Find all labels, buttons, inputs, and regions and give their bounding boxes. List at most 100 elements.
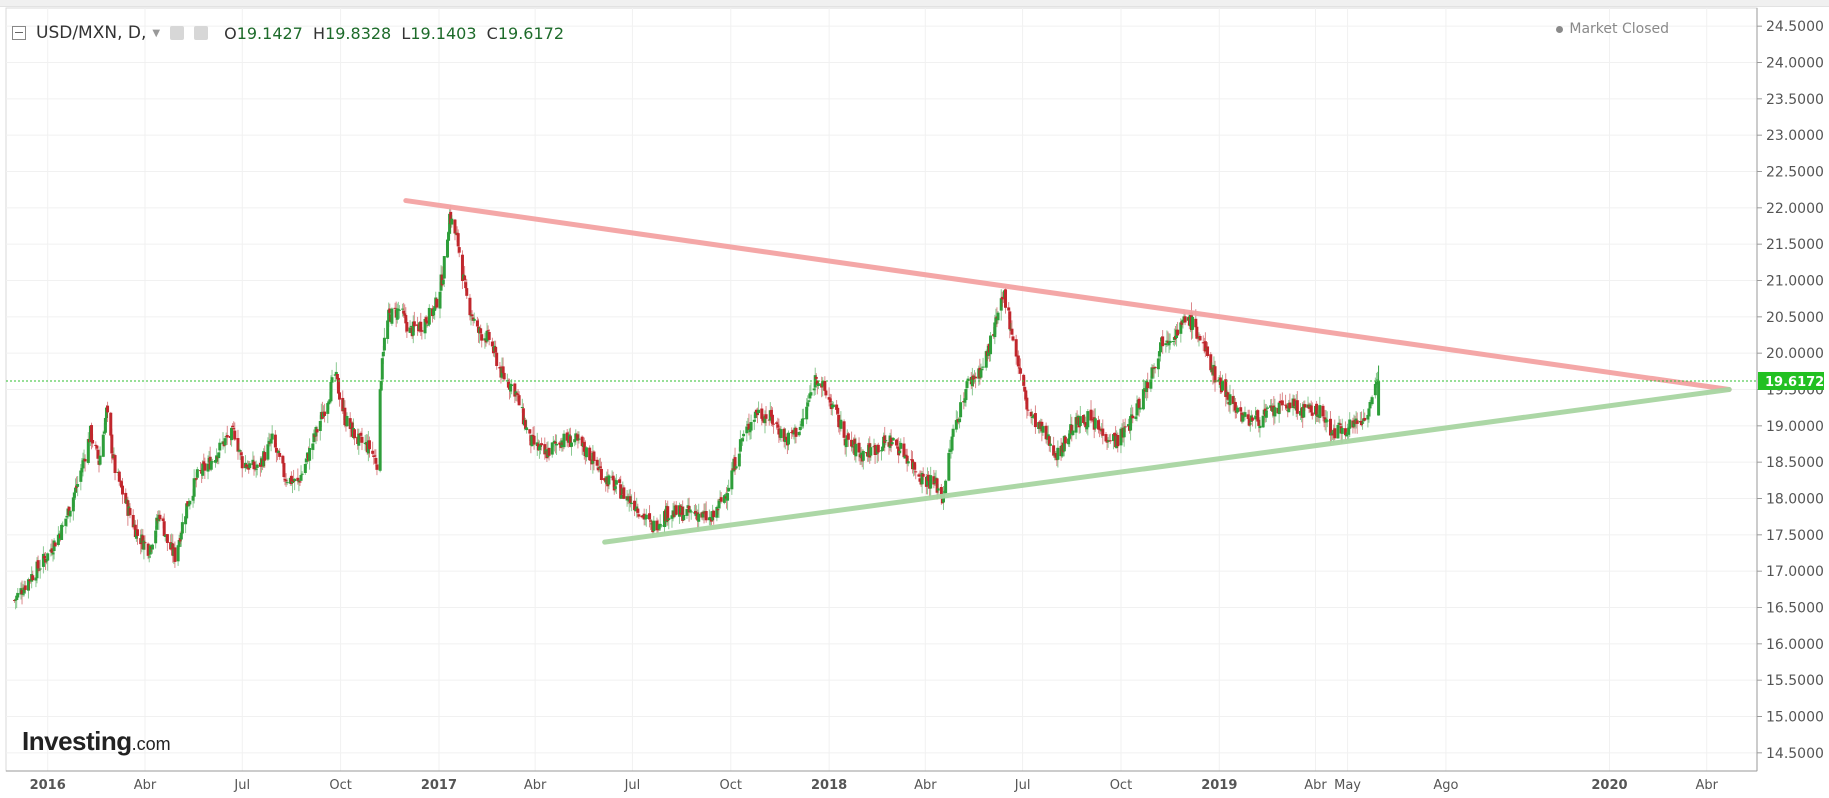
candle-up [607,475,611,485]
candle-up [659,525,663,527]
candle-down [233,430,237,440]
chevron-down-icon[interactable]: ▼ [152,27,161,39]
candle-down [94,444,98,446]
candle-up [1345,434,1349,437]
candle-up [562,433,566,448]
candle-down [373,455,377,457]
candle-up [577,438,581,440]
collapse-icon[interactable] [12,26,26,40]
candle-down [199,470,203,472]
candle-up [831,404,835,408]
support-trendline[interactable] [602,387,1732,545]
candle-down [239,452,243,456]
candle-up [426,324,430,326]
candle-down [186,501,190,507]
ohlc-readout: O19.1427 H19.8328 L19.1403 C19.6172 [224,24,564,43]
candle-up [411,321,415,336]
candle-down [917,474,921,477]
candle-up [210,461,214,463]
candle-up [950,436,954,451]
candle-up [21,593,25,595]
candle-down [131,514,135,528]
candle-down [343,407,347,426]
candle-up [936,488,940,491]
candle-down [23,585,27,590]
candle-down [468,297,472,316]
candle-up [999,298,1003,311]
candle-down [416,324,420,326]
candle-up [851,446,855,448]
candle-up [514,391,518,395]
candle-up [685,508,689,516]
candle-down [245,464,249,468]
resistance-trendline[interactable] [403,198,1732,392]
candle-down [642,513,646,520]
candle-down [513,383,517,397]
candle-up [525,427,529,431]
candle-down [769,409,773,417]
candle-down [827,397,831,400]
logo-brand: Investing [22,726,132,756]
x-tick-label: Abr [914,778,937,793]
eye-icon[interactable] [170,26,185,40]
candle-down [374,457,378,464]
candle-up [390,308,394,324]
candle-down [1084,422,1088,428]
candle-up [382,337,386,351]
x-tick-label: Abr [524,778,547,793]
symbol-label[interactable]: USD/MXN, D, [36,23,147,43]
candle-up [379,381,383,391]
candle-down [31,575,35,581]
candle-down [755,412,759,416]
candle-down [874,453,878,455]
high-label: H [313,23,326,43]
candle-up [35,561,39,579]
candle-down [506,381,510,388]
candle-up [1336,424,1340,439]
candle-down [681,506,685,521]
candle-up [989,335,993,355]
candle-down [501,366,505,374]
candle-up [56,534,60,545]
candle-up [1129,416,1133,431]
y-tick-label: 22.0000 [1766,201,1824,217]
candle-down [760,408,764,419]
settings-icon[interactable] [194,26,209,40]
candle-down [375,464,379,470]
candle-down [1239,407,1243,412]
candle-down [1063,436,1067,444]
candle-down [558,442,562,445]
candle-up [1138,407,1142,410]
candle-up [1258,425,1262,429]
candle-up [191,495,195,501]
candle-up [798,426,802,431]
candle-down [939,487,943,498]
candle-down [628,496,632,504]
candle-up [812,388,816,391]
candle-up [993,322,997,338]
candle-down [1016,355,1020,367]
candle-up [184,516,188,525]
x-tick-label: Abr [1304,778,1327,793]
candle-up [329,382,333,402]
candle-down [1285,405,1289,409]
open-label: O [224,23,237,43]
candle-down [528,429,532,434]
candle-down [281,455,285,464]
candle-down [1256,410,1260,422]
candle-up [965,381,969,389]
candle-up [179,533,183,540]
candle-down [913,462,917,470]
candle-up [22,587,26,594]
candle-up [230,427,234,441]
candle-up [223,438,227,446]
candle-up [1156,358,1160,370]
candle-up [188,500,192,505]
candle-up [1165,340,1169,342]
y-tick-label: 23.0000 [1766,128,1824,144]
candle-down [113,455,117,474]
candle-down [540,443,544,446]
candle-up [816,383,820,386]
